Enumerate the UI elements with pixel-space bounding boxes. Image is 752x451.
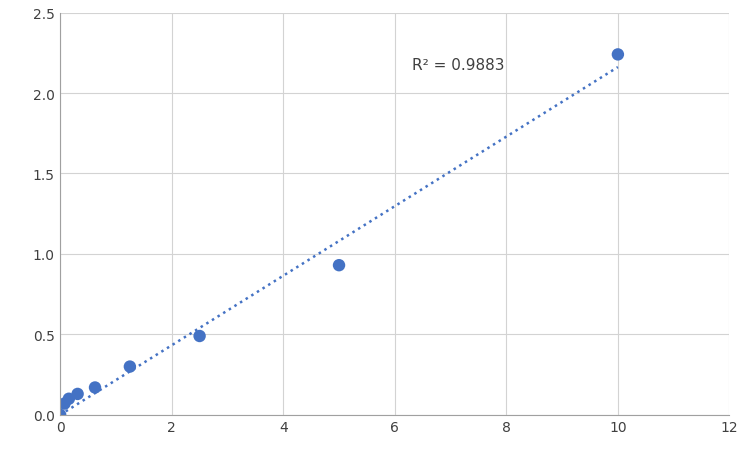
Point (193, 333, 205, 340)
Text: R² = 0.9883: R² = 0.9883 (411, 57, 504, 73)
Point (71, 391, 83, 398)
Point (333, 262, 345, 269)
Point (89, 384, 101, 391)
Point (63, 395, 75, 402)
Point (59, 400, 71, 407)
Point (124, 363, 136, 370)
Point (54, 411, 66, 419)
Point (612, 52, 624, 59)
